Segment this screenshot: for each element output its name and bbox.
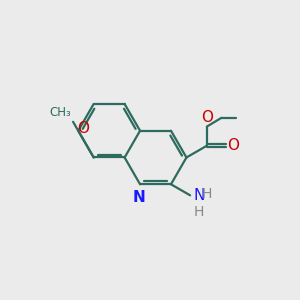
Text: O: O (76, 121, 88, 136)
Text: N: N (132, 190, 145, 205)
Text: CH₃: CH₃ (50, 106, 72, 119)
Text: H: H (194, 205, 204, 219)
Text: H: H (202, 187, 212, 201)
Text: O: O (201, 110, 213, 125)
Text: O: O (227, 138, 239, 153)
Text: N: N (194, 188, 205, 203)
